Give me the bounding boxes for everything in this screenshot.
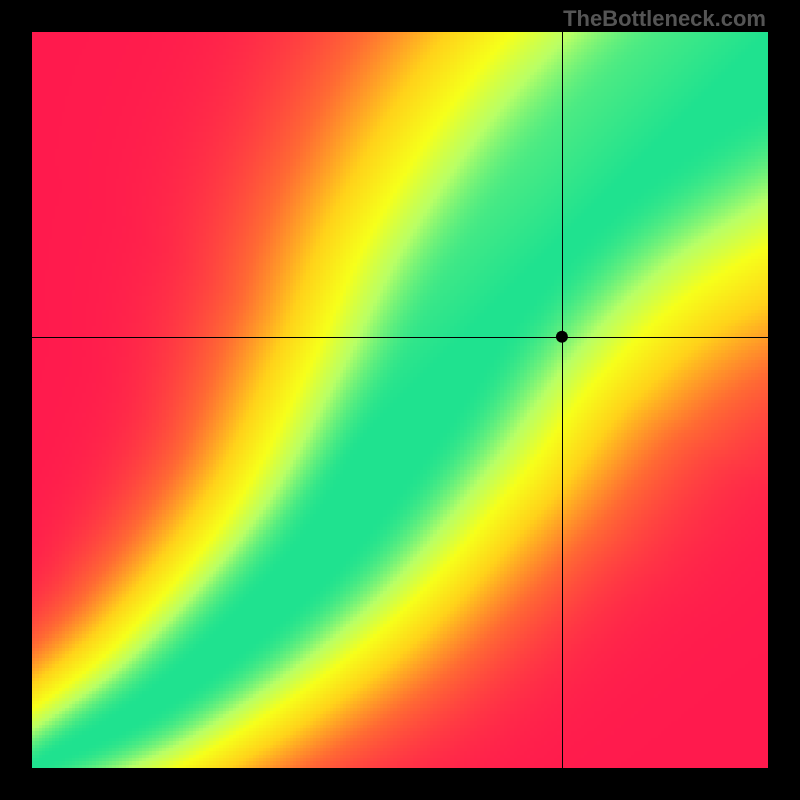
bottleneck-heatmap [32,32,768,768]
chart-stage: TheBottleneck.com [0,0,800,800]
watermark-label: TheBottleneck.com [563,6,766,32]
